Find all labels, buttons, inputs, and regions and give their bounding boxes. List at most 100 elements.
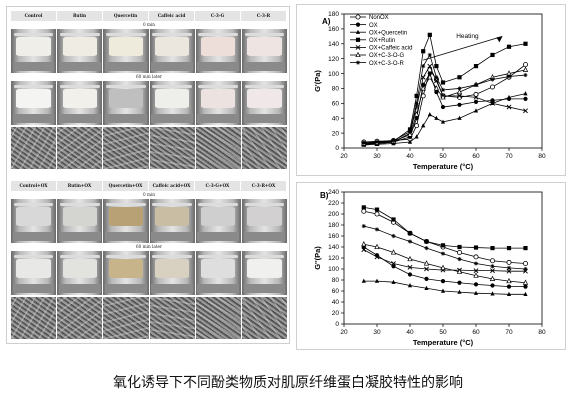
data-point	[440, 80, 446, 85]
gel-jar-photo	[11, 199, 57, 243]
data-point	[522, 279, 529, 285]
sem-micrograph	[57, 297, 103, 339]
gel-jar-photo	[57, 81, 103, 125]
chart-frame	[296, 182, 566, 350]
data-point	[490, 291, 495, 296]
y-tick-label: 80	[332, 277, 340, 284]
data-point	[424, 246, 429, 251]
y-tick-label: 40	[332, 115, 340, 122]
data-point	[361, 240, 367, 247]
data-point	[407, 131, 413, 137]
x-axis-label: Temperature (°C)	[413, 162, 474, 171]
data-point	[361, 208, 367, 214]
y-tick-label: 180	[328, 11, 339, 18]
y-axis-label: G'(Pa)	[313, 70, 322, 92]
y-tick-label: 0	[335, 321, 339, 328]
data-point	[361, 247, 367, 253]
data-point	[414, 134, 419, 139]
gel-jar-photo	[149, 81, 195, 125]
column-header-3: Caffeic acid	[149, 11, 195, 21]
x-tick-label: 80	[538, 329, 546, 336]
y-tick-label: 60	[332, 288, 340, 295]
time-label-60min: 60 min later	[136, 74, 162, 79]
legend-entry: OX+Caffeic acid	[369, 46, 412, 52]
y-tick-label: 100	[328, 266, 339, 273]
data-point	[355, 29, 361, 34]
time-label-0min-ox: 0 min	[142, 192, 155, 197]
data-point	[374, 211, 380, 217]
data-point	[427, 71, 432, 76]
data-point	[473, 99, 479, 104]
data-point	[457, 244, 462, 250]
data-point	[391, 279, 396, 284]
data-point	[414, 101, 419, 106]
x-axis-label: Temperature (°C)	[413, 338, 474, 347]
x-tick-label: 40	[406, 153, 414, 160]
gel-photo-row-0min	[11, 29, 288, 73]
data-point	[391, 233, 396, 239]
data-point	[473, 108, 479, 113]
data-point	[523, 266, 528, 272]
data-point	[456, 88, 463, 95]
data-point	[457, 102, 462, 107]
data-point	[490, 98, 495, 103]
data-point	[427, 32, 432, 37]
data-point	[424, 239, 429, 244]
sem-image-row-ox	[11, 297, 288, 339]
data-point	[407, 272, 413, 277]
data-point	[374, 139, 380, 145]
data-point	[523, 91, 528, 96]
x-tick-label: 50	[439, 329, 447, 336]
data-point	[440, 119, 446, 124]
y-tick-label: 160	[328, 26, 339, 33]
sem-micrograph	[57, 127, 103, 169]
data-point	[523, 291, 528, 296]
gel-jar-photo	[11, 81, 57, 125]
data-point	[427, 73, 433, 80]
data-point	[473, 91, 479, 97]
data-point	[490, 77, 495, 82]
y-tick-label: 140	[328, 244, 339, 251]
sem-micrograph	[103, 127, 149, 169]
data-point	[434, 90, 439, 95]
series-line	[363, 53, 526, 144]
data-point	[506, 259, 512, 265]
y-axis-label: G''(Pa)	[313, 246, 322, 270]
legend-entry: OX+Rutin	[369, 38, 395, 44]
data-point	[355, 60, 361, 65]
data-point	[391, 138, 396, 143]
legend-entry: NonOX	[369, 15, 389, 21]
data-point	[361, 205, 366, 210]
data-point	[506, 291, 512, 296]
legend-entry: OX+Quercetin	[369, 30, 407, 36]
group2-header-row: Control+OX Rutin+OX Quercetin+OX Caffeic ac…	[11, 181, 287, 191]
data-point	[407, 264, 413, 270]
data-point	[473, 290, 479, 295]
gel-jar-photo	[149, 199, 195, 243]
x-tick-label: 20	[340, 153, 348, 160]
data-point	[374, 278, 380, 283]
data-point	[473, 261, 479, 266]
gel-jar-photo	[195, 81, 241, 125]
data-point	[421, 49, 426, 54]
data-point	[355, 22, 361, 27]
data-point	[374, 207, 380, 212]
data-point	[361, 140, 366, 145]
gel-jar-photo	[57, 29, 103, 73]
data-point	[473, 245, 479, 250]
sem-micrograph	[149, 127, 195, 169]
data-point	[506, 44, 512, 49]
data-point	[427, 112, 432, 117]
data-point	[407, 283, 413, 288]
data-point	[506, 265, 512, 270]
data-point	[522, 66, 529, 72]
data-point	[473, 272, 479, 278]
data-point	[457, 86, 462, 91]
column-header-1: Rutin+OX	[57, 181, 103, 191]
data-point	[391, 217, 396, 222]
data-point	[523, 246, 528, 251]
data-point	[434, 75, 439, 80]
data-point	[414, 93, 419, 98]
gel-jar-photo	[11, 251, 57, 295]
data-point	[506, 268, 512, 274]
